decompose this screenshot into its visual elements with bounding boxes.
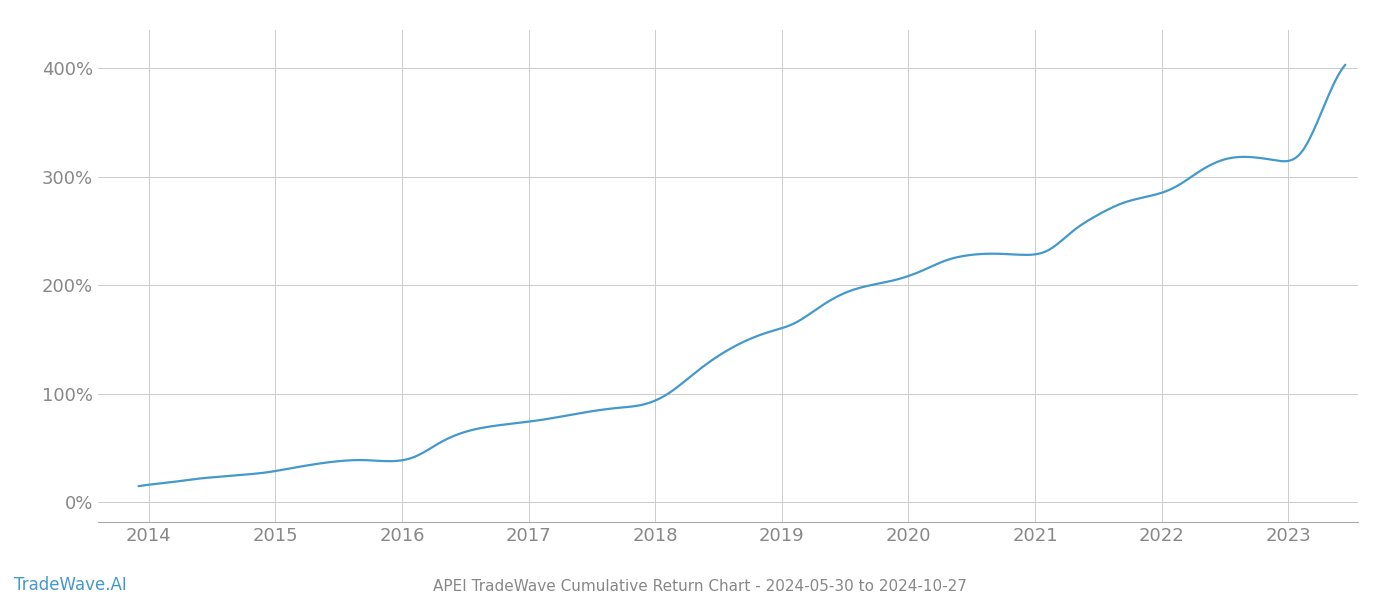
Text: APEI TradeWave Cumulative Return Chart - 2024-05-30 to 2024-10-27: APEI TradeWave Cumulative Return Chart -… [433, 579, 967, 594]
Text: TradeWave.AI: TradeWave.AI [14, 576, 127, 594]
